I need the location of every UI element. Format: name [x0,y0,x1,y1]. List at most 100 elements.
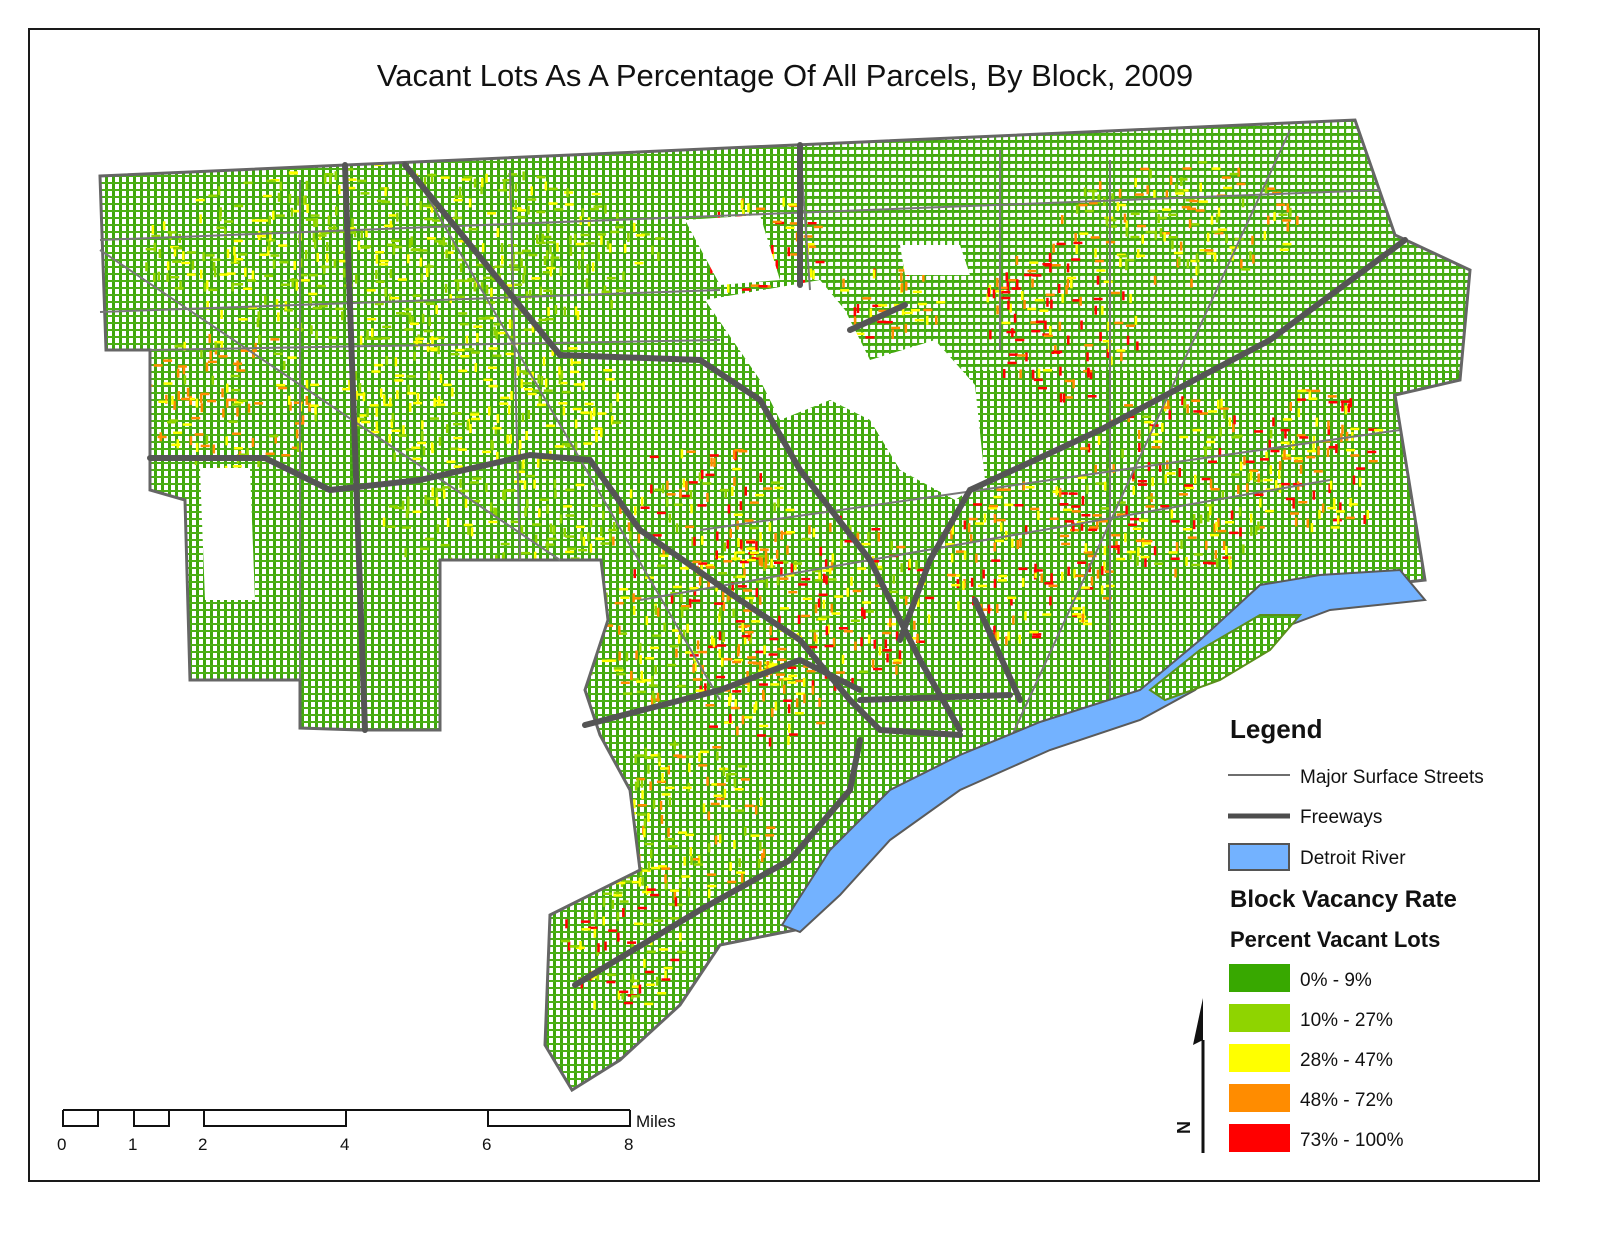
vacancy-block [404,548,407,558]
vacancy-block [1204,249,1214,252]
vacancy-block [1098,520,1108,523]
vacancy-block [514,251,524,255]
vacancy-block [962,580,965,590]
vacancy-block [371,370,381,373]
vacancy-block [308,292,318,296]
vacancy-block [689,847,693,857]
vacancy-block [444,251,454,254]
vacancy-block [997,579,1007,582]
vacancy-block [1217,207,1221,217]
vacancy-block [957,601,960,611]
vacancy-block [1024,273,1033,277]
vacancy-block [220,310,223,319]
vacancy-block [455,295,465,299]
vacancy-block [644,842,654,846]
vacancy-block [1088,528,1098,532]
vacancy-block [746,539,756,543]
vacancy-block [691,650,701,654]
vacancy-block [1282,219,1292,222]
vacancy-block [1058,321,1062,331]
vacancy-block [732,608,735,618]
vacancy-block [743,568,746,578]
vacancy-block [1280,428,1290,432]
vacancy-block [1186,404,1189,414]
vacancy-block [1272,417,1275,427]
vacancy-block [581,928,591,931]
vacancy-block [1060,534,1070,538]
vacancy-block [675,523,679,533]
vacancy-block [679,607,689,610]
detroit-river-symbol [1228,843,1290,871]
vacancy-block [994,632,998,642]
vacancy-block [749,634,753,644]
vacancy-block [1027,307,1037,311]
vacancy-block [289,401,292,411]
vacancy-block [788,733,798,736]
vacancy-block [670,958,680,962]
vacancy-block [892,574,896,584]
vacancy-block [1285,497,1295,501]
vacancy-block [861,607,864,617]
vacancy-block [1117,203,1127,207]
vacancy-block [167,231,177,234]
vacancy-block [1082,606,1085,616]
vacancy-block [1072,379,1075,389]
vacancy-block [755,650,765,654]
vacancy-block [208,333,211,343]
vacancy-block [1328,401,1338,404]
vacancy-block [1045,293,1055,297]
vacancy-block [228,420,238,423]
vacancy-block [151,225,155,234]
vacancy-block [789,204,799,208]
vacancy-block [514,199,518,209]
vacancy-block [313,218,316,228]
vacancy-block [329,175,332,185]
vacancy-block [1132,485,1135,495]
vacancy-block [1138,443,1141,452]
vacancy-block [569,945,579,948]
vacancy-block [1208,460,1217,463]
vacancy-block [523,480,527,490]
vacancy-block [1206,232,1210,242]
vacancy-block [1074,574,1084,578]
vacancy-block [963,520,967,530]
vacancy-block [291,278,294,287]
vacancy-block [1293,460,1303,463]
vacancy-block [1211,230,1221,234]
vacancy-block [654,919,664,922]
vacancy-block [765,834,775,837]
vacancy-block [813,225,823,229]
vacancy-block [1039,309,1049,312]
vacancy-block [689,587,699,590]
vacancy-block [1071,510,1081,513]
vacancy-block [1153,546,1157,556]
vacancy-block [531,323,535,333]
vacancy-block [384,287,387,297]
vacancy-block [1014,504,1024,507]
vacancy-block [900,272,903,282]
vacancy-block [673,740,676,750]
vacancy-block [565,550,575,554]
vacancy-block [1347,403,1351,413]
vacancy-block [1297,393,1301,403]
vacancy-block [1201,477,1211,481]
vacancy-block [226,272,236,275]
vacancy-block [691,536,694,546]
vacancy-block [657,752,661,762]
vacancy-block [1168,551,1178,554]
vacancy-block [314,412,317,422]
vacancy-block [640,778,644,788]
vacancy-block [334,171,337,181]
scale-tick-label: 1 [128,1135,137,1154]
vacancy-block [1193,553,1203,556]
vacancy-block [1136,254,1146,258]
vacancy-block [873,565,883,569]
vacancy-block [565,514,575,517]
vacancy-block [471,499,481,503]
vacancy-block [169,419,179,422]
vacancy-block [1125,505,1128,515]
vacancy-block [585,278,589,288]
vacancy-block [1348,503,1358,506]
vacancy-block [189,436,193,446]
